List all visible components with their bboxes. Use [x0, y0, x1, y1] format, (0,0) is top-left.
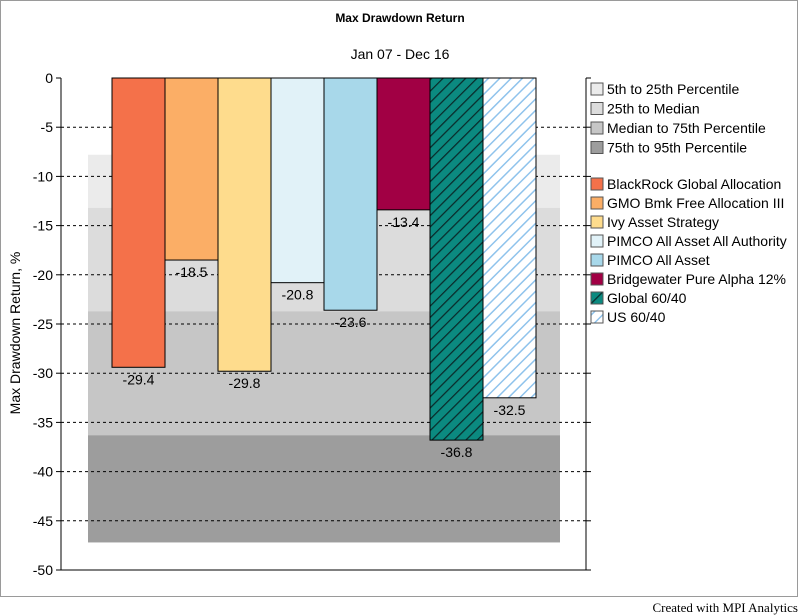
percentile-band-4: [88, 435, 560, 543]
legend-series-2: GMO Bmk Free Allocation III: [607, 195, 784, 211]
chart-title: Max Drawdown Return: [335, 11, 464, 25]
y-tick-label: -50: [33, 562, 53, 578]
legend-band-2-swatch: [590, 102, 604, 115]
y-tick-label: -15: [33, 218, 53, 234]
data-label-1: -29.4: [123, 371, 155, 387]
legend-series-5-swatch: [590, 253, 604, 267]
y-tick-label: -40: [33, 464, 53, 480]
data-label-5: -23.6: [335, 314, 367, 330]
legend-series-5: PIMCO All Asset: [607, 252, 710, 268]
legend-series-4-swatch: [590, 234, 604, 248]
credit-text: Created with MPI Analytics: [652, 600, 798, 615]
legend-series-6: Bridgewater Pure Alpha 12%: [607, 271, 786, 287]
data-label-7: -36.8: [441, 444, 473, 460]
legend-series-7-swatch: [590, 291, 604, 305]
bar-8: [482, 77, 537, 399]
legend-band-3: Median to 75th Percentile: [607, 120, 766, 136]
legend-series-4: PIMCO All Asset All Authority: [607, 233, 787, 249]
data-label-2: -18.5: [176, 264, 208, 280]
data-label-4: -20.8: [282, 287, 314, 303]
legend-series-2-swatch: [590, 196, 604, 210]
legend-series-7: Global 60/40: [607, 290, 687, 306]
legend-band-1-swatch: [590, 82, 604, 96]
legend-band-2: 25th to Median: [607, 101, 700, 117]
y-axis-label: Max Drawdown Return, %: [7, 252, 23, 415]
legend-band-1: 5th to 25th Percentile: [607, 81, 740, 97]
drawdown-chart: Max Drawdown Return Jan 07 - Dec 16 Max …: [7, 11, 787, 578]
y-tick-label: -45: [33, 513, 53, 529]
bar-2: [164, 77, 219, 261]
y-tick-label: -20: [33, 267, 53, 283]
chart-frame: [0, 0, 798, 597]
data-label-8: -32.5: [494, 402, 526, 418]
y-tick-label: -30: [33, 365, 53, 381]
legend-series-8-swatch: [590, 310, 604, 324]
bar-1: [111, 77, 166, 368]
bar-6: [376, 77, 431, 211]
bar-4: [270, 77, 325, 284]
y-tick-label: -25: [33, 316, 53, 332]
legend-series-3-swatch: [590, 215, 604, 229]
y-tick-label: -10: [33, 168, 53, 184]
y-tick-label: -5: [41, 119, 54, 135]
chart-subtitle: Jan 07 - Dec 16: [351, 46, 450, 62]
legend-band-3-swatch: [590, 121, 604, 135]
legend-band-4: 75th to 95th Percentile: [607, 140, 747, 156]
bar-7: [429, 77, 484, 441]
legend-series-6-swatch: [590, 272, 604, 286]
legend-series-8: US 60/40: [607, 309, 666, 325]
data-label-6: -13.4: [388, 214, 420, 230]
legend-band-4-swatch: [590, 141, 604, 154]
legend-series-1: BlackRock Global Allocation: [607, 176, 781, 192]
data-label-3: -29.8: [229, 375, 261, 391]
y-tick-label: -35: [33, 414, 53, 430]
y-tick-label: 0: [45, 70, 53, 86]
legend-series-3: Ivy Asset Strategy: [607, 214, 719, 230]
bar-3: [217, 77, 272, 372]
legend-series-1-swatch: [590, 177, 604, 191]
bar-5: [323, 77, 378, 311]
